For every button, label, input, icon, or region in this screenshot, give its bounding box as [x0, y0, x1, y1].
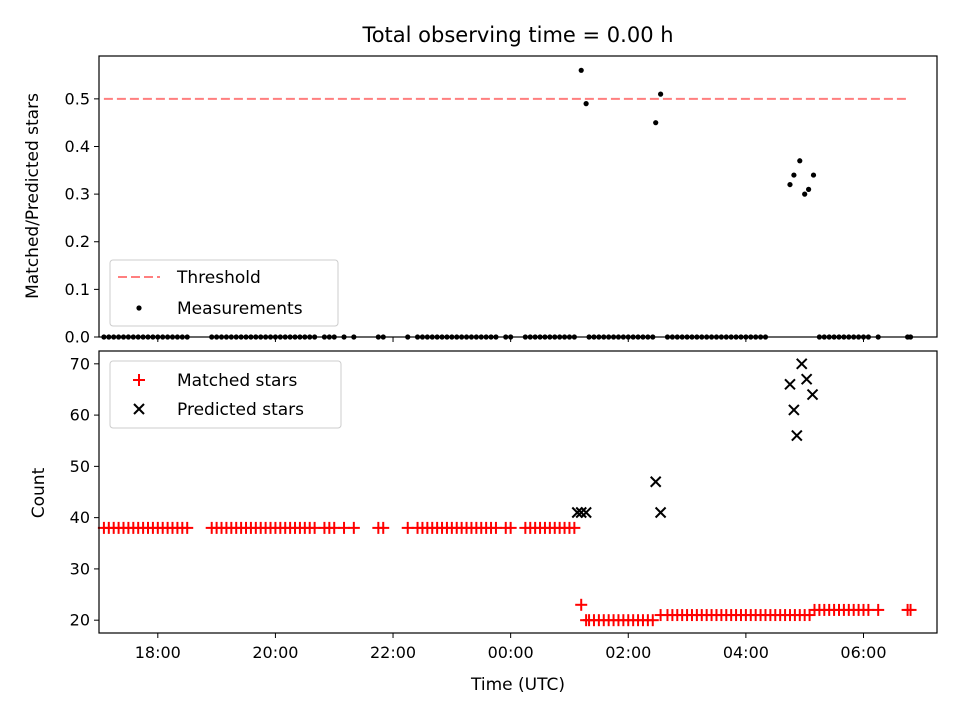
bottom-axes-content: [97, 358, 917, 627]
measurement-point: [802, 191, 808, 197]
bottom-xlabel: Time (UTC): [470, 675, 565, 695]
bottom-xtick-label: 04:00: [723, 643, 769, 662]
top-legend: Threshold Measurements: [109, 259, 339, 327]
measurement-point: [583, 101, 589, 107]
predicted-star-point: [580, 506, 592, 519]
measurement-point: [658, 91, 664, 97]
predicted-star-point: [806, 388, 819, 401]
matched-star-point: [646, 614, 659, 627]
legend-threshold-label: Threshold: [176, 268, 261, 288]
bottom-xtick-label: 06:00: [840, 643, 886, 662]
measurement-point: [653, 120, 659, 126]
top-yticks: 0.0 0.1 0.2 0.3 0.4 0.5: [65, 89, 99, 347]
top-ytick-label: 0.2: [65, 232, 90, 251]
top-xticks: [157, 337, 864, 342]
matched-star-point: [872, 603, 885, 616]
legend-measurements-label: Measurements: [177, 299, 303, 319]
predicted-star-point: [654, 506, 667, 519]
predicted-star-point: [784, 378, 796, 391]
bottom-xtick-label: 02:00: [605, 643, 651, 662]
predicted-star-point: [575, 506, 587, 519]
measurement-point: [810, 172, 817, 178]
bottom-ytick-label: 60: [70, 406, 90, 425]
bottom-ylabel: Count: [29, 467, 49, 518]
bottom-ytick-label: 20: [70, 611, 90, 630]
measurement-point: [578, 67, 584, 73]
bottom-xtick-label: 18:00: [135, 643, 181, 662]
bottom-xticks: 18:00 20:00 22:00 00:00 02:00 04:00 06:00: [135, 633, 887, 662]
bottom-yticks: 20 30 40 50 60 70: [70, 354, 99, 630]
predicted-star-point: [649, 476, 662, 488]
matched-star-point: [181, 521, 194, 534]
legend-matched-label: Matched stars: [177, 371, 297, 391]
bottom-ytick-label: 70: [70, 354, 90, 373]
measurement-point: [806, 186, 812, 192]
legend-measurements-swatch: [136, 305, 142, 311]
bottom-xtick-label: 20:00: [252, 643, 298, 662]
measurement-point: [797, 158, 803, 164]
matched-star-point: [377, 521, 390, 534]
top-ytick-label: 0.4: [65, 137, 90, 156]
top-legend-box: [109, 259, 339, 327]
bottom-ytick-label: 50: [70, 457, 90, 476]
predicted-star-point: [788, 404, 800, 416]
legend-matched-swatch: [133, 374, 145, 386]
predicted-star-point: [796, 358, 808, 370]
top-ytick-label: 0.0: [65, 328, 90, 347]
chart-title: Total observing time = 0.00 h: [361, 23, 673, 47]
measurement-point: [791, 172, 797, 178]
bottom-ytick-label: 40: [70, 508, 90, 527]
bottom-ytick-label: 30: [70, 559, 90, 578]
matched-star-point: [904, 603, 917, 616]
legend-predicted-label: Predicted stars: [177, 400, 304, 420]
matched-star-point: [575, 598, 588, 611]
matched-star-point: [568, 521, 581, 534]
measurement-point: [787, 181, 793, 188]
bottom-legend-box: [109, 360, 342, 429]
matched-star-point: [347, 521, 360, 534]
predicted-star-point: [571, 506, 584, 519]
bottom-legend: Matched stars Predicted stars: [109, 360, 342, 429]
predicted-star-point: [800, 373, 813, 385]
top-ytick-label: 0.1: [65, 280, 90, 299]
top-ylabel: Matched/Predicted stars: [23, 93, 43, 299]
bottom-axes-frame: [98, 350, 938, 634]
top-ytick-label: 0.5: [65, 89, 90, 108]
predicted-star-point: [791, 429, 803, 442]
top-ytick-label: 0.3: [65, 185, 90, 204]
matched-star-point: [504, 521, 517, 534]
legend-predicted-swatch: [133, 403, 145, 415]
bottom-xtick-label: 22:00: [370, 643, 416, 662]
bottom-xtick-label: 00:00: [488, 643, 534, 662]
top-axes-frame: [98, 55, 938, 338]
